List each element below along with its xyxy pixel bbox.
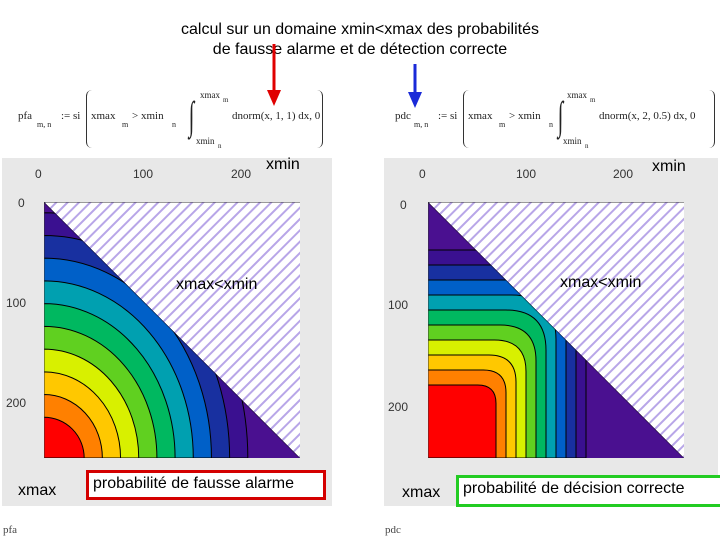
contour-plot-pfa (44, 202, 300, 458)
diagonal-boundary (44, 202, 300, 458)
tick-label: 100 (6, 296, 27, 310)
title-line-2: de fausse alarme et de détection correct… (212, 41, 508, 58)
integral-sign: ∫ (188, 93, 195, 138)
formula-lhs: pfa (18, 110, 33, 122)
tick-label: 200 (231, 167, 252, 181)
tick-label: 100 (388, 298, 409, 312)
axis-label-xmax: xmax (402, 484, 441, 501)
formula-pdc: pdc m, n := si xmax m > xmin n ∫ xmax m … (395, 88, 715, 152)
tick-label: 200 (6, 396, 27, 410)
title-line-1: calcul sur un domaine xmin<xmax des prob… (181, 21, 539, 38)
diagonal-boundary (428, 202, 684, 458)
red-arrow-icon (267, 44, 281, 106)
tick-label: 0 (35, 167, 42, 181)
contour-plot-pdc (428, 202, 684, 458)
tick-label: 100 (133, 167, 154, 181)
axis-label-xmin: xmin (266, 156, 300, 173)
tick-label: 0 (400, 198, 407, 212)
formula-pfa: pfa m, n := si xmax m > xmin n ∫ xmax m … (18, 88, 323, 152)
formula-paren (86, 90, 323, 148)
footer-label: pdc (385, 524, 401, 536)
blue-arrow-icon (408, 64, 422, 108)
caption-pfa: probabilité de fausse alarme (86, 470, 326, 500)
caption-pdc: probabilité de décision correcte (456, 475, 720, 507)
formula-lhs: pdc (395, 110, 411, 122)
tick-label: 200 (388, 400, 409, 414)
contour-band (428, 384, 497, 458)
region-label: xmax<xmin (176, 276, 258, 293)
tick-label: 200 (613, 167, 634, 181)
contour-band (44, 416, 85, 458)
integral-sign: ∫ (557, 93, 564, 138)
slide-title: calcul sur un domaine xmin<xmax des prob… (0, 20, 720, 60)
region-label: xmax<xmin (560, 274, 642, 291)
axis-label-xmax: xmax (18, 482, 57, 499)
tick-label: 0 (18, 196, 25, 210)
formula-paren (463, 90, 715, 148)
footer-label: pfa (3, 524, 18, 536)
axis-label-xmin: xmin (652, 158, 686, 175)
tick-label: 100 (516, 167, 537, 181)
tick-label: 0 (419, 167, 426, 181)
